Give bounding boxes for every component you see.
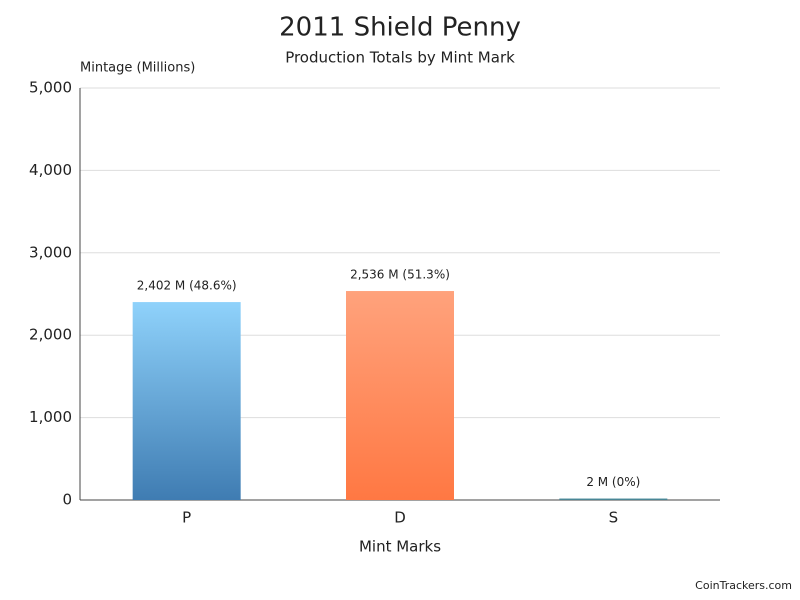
- y-tick-label: 0: [62, 491, 72, 509]
- y-axis-label: Mintage (Millions): [80, 61, 195, 76]
- chart-title: 2011 Shield Penny: [279, 13, 521, 43]
- y-tick-label: 2,000: [29, 326, 72, 344]
- bar: [559, 499, 667, 501]
- x-tick-label: D: [394, 509, 406, 527]
- bar: [346, 291, 454, 500]
- x-axis-label: Mint Marks: [359, 538, 441, 556]
- bar: [133, 302, 241, 500]
- x-tick-label: S: [609, 509, 619, 527]
- x-tick-label: P: [182, 509, 191, 527]
- value-label: 2 M (0%): [586, 475, 640, 489]
- y-tick-label: 4,000: [29, 161, 72, 179]
- value-label: 2,536 M (51.3%): [350, 268, 450, 282]
- y-tick-label: 1,000: [29, 408, 72, 426]
- y-tick-label: 5,000: [29, 79, 72, 97]
- value-label: 2,402 M (48.6%): [137, 279, 237, 293]
- chart-subtitle: Production Totals by Mint Mark: [285, 49, 515, 67]
- y-tick-label: 3,000: [29, 243, 72, 261]
- source: CoinTrackers.com: [695, 579, 792, 592]
